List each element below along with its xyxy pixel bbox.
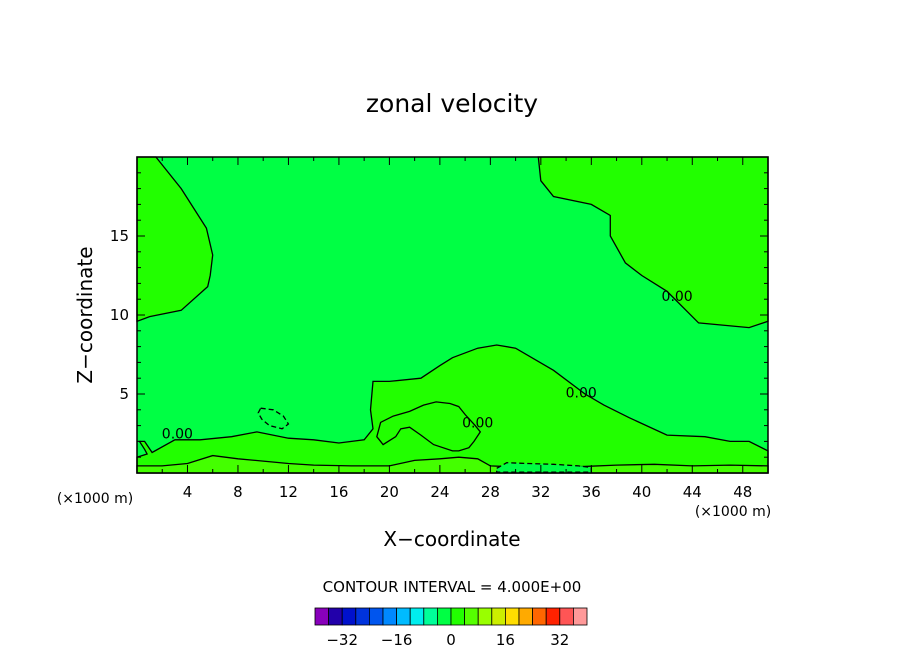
colorbar-swatch-14 [504, 607, 520, 626]
colorbar-swatch-7 [409, 607, 425, 626]
x-tick-label-8: 36 [582, 483, 601, 501]
y-tick-label-0: 5 [119, 385, 129, 403]
y-axis-title: Z−coordinate [73, 246, 97, 383]
colorbar-swatch-5 [382, 607, 398, 626]
colorbar-swatch-11 [464, 607, 479, 626]
y-ticks: 5 10 15 [110, 172, 768, 458]
plot-area: 0.000.000.000.00 4 8 12 16 20 24 28 32 36 40 44 48 … [110, 156, 769, 501]
colorbar-swatch-12 [477, 607, 493, 626]
contour-regions [136, 156, 769, 474]
x-tick-label-7: 32 [531, 483, 550, 501]
x-tick-label-6: 28 [481, 483, 500, 501]
colorbar-swatch-17 [545, 607, 561, 626]
x-tick-label-10: 44 [683, 483, 702, 501]
contour-region-6 [496, 462, 592, 473]
chart-title: zonal velocity [366, 89, 538, 118]
y-tick-label-1: 10 [110, 306, 129, 324]
colorbar-swatch-6 [396, 607, 411, 626]
colorbar-label-3: 16 [496, 631, 515, 649]
colorbar-swatch-13 [491, 607, 506, 626]
contour-interval: CONTOUR INTERVAL = 4.000E+00 [323, 578, 582, 596]
colorbar-label-4: 32 [550, 631, 569, 649]
x-ticks: 4 8 12 16 20 24 28 32 36 40 44 48 [161, 157, 752, 501]
colorbar-swatch-16 [532, 607, 547, 626]
contour-region-1 [537, 156, 769, 329]
colorbar-label-0: −32 [326, 631, 358, 649]
contour-region-4 [376, 401, 482, 452]
contour-region-0 [136, 156, 214, 323]
colorbar-swatch-1 [328, 607, 343, 626]
colorbar [314, 607, 588, 626]
x-tick-label-5: 24 [430, 483, 449, 501]
y-tick-label-2: 15 [110, 227, 129, 245]
x-axis-title: X−coordinate [383, 527, 520, 551]
colorbar-swatch-15 [518, 607, 534, 626]
colorbar-swatch-0 [314, 607, 330, 626]
colorbar-swatch-2 [341, 607, 357, 626]
x-tick-label-3: 16 [329, 483, 348, 501]
x-unit-left: (×1000 m) [57, 491, 133, 507]
colorbar-swatch-4 [368, 607, 384, 626]
x-unit-right: (×1000 m) [695, 504, 771, 520]
x-tick-label-0: 4 [183, 483, 193, 501]
colorbar-swatch-10 [450, 607, 466, 626]
colorbar-swatch-8 [423, 607, 438, 626]
colorbar-labels: −32 −16 0 16 32 [326, 631, 569, 649]
x-tick-label-1: 8 [233, 483, 243, 501]
x-tick-label-11: 48 [733, 483, 752, 501]
colorbar-label-2: 0 [446, 631, 456, 649]
x-tick-label-2: 12 [279, 483, 298, 501]
contour-label-0: 0.00 [162, 427, 193, 443]
contour-labels: 0.00 0.00 0.00 0.00 [162, 289, 693, 442]
colorbar-swatch-18 [559, 607, 574, 626]
contour-region-5 [257, 407, 290, 430]
colorbar-swatch-19 [573, 607, 588, 626]
x-tick-label-9: 40 [632, 483, 651, 501]
colorbar-swatch-3 [355, 607, 370, 626]
x-tick-label-4: 20 [380, 483, 399, 501]
contour-label-2: 0.00 [566, 385, 597, 401]
contour-label-3: 0.00 [462, 415, 493, 431]
colorbar-swatch-9 [436, 607, 452, 626]
colorbar-label-1: −16 [381, 631, 413, 649]
contour-label-1: 0.00 [662, 289, 693, 305]
